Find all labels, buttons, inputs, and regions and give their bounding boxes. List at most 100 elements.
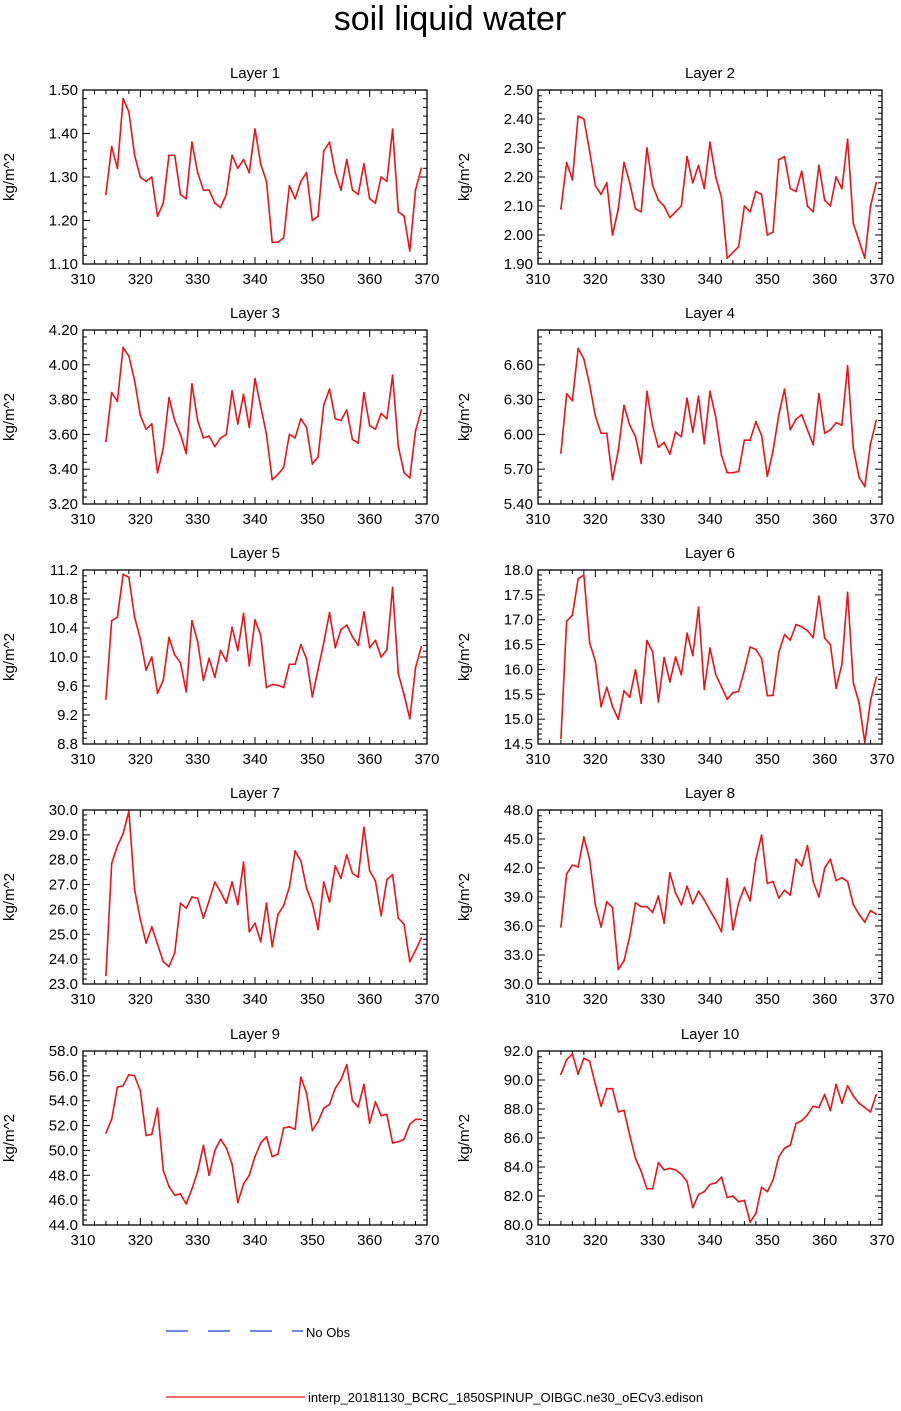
data-point (322, 641, 325, 644)
data-point (577, 578, 580, 580)
y-tick-label: 18.0 (504, 562, 533, 579)
data-point (265, 1135, 268, 1138)
x-tick-label: 310 (70, 271, 95, 288)
data-point (139, 176, 142, 178)
data-point (414, 949, 417, 952)
data-point (806, 205, 809, 207)
data-point (385, 648, 388, 651)
data-point (299, 417, 302, 420)
data-point (777, 1155, 780, 1158)
y-tick-label: 80.0 (504, 1217, 533, 1234)
data-point (374, 202, 377, 205)
data-point (322, 403, 325, 406)
data-point (863, 741, 866, 744)
data-point (334, 1087, 337, 1090)
y-tick-label: 3.20 (49, 496, 78, 513)
y-tick-label: 45.0 (504, 831, 533, 848)
data-point (743, 669, 746, 672)
x-tick-label: 320 (583, 271, 608, 288)
x-tick-label: 350 (300, 1232, 325, 1249)
data-point (156, 215, 159, 218)
data-point (726, 257, 729, 260)
data-point (846, 365, 849, 367)
data-point (634, 435, 637, 438)
data-point (265, 686, 268, 689)
y-tick-label: 9.6 (57, 678, 78, 695)
data-point (789, 639, 792, 641)
data-point (720, 1176, 723, 1179)
y-tick-label: 2.40 (504, 111, 533, 128)
data-point (835, 421, 838, 424)
data-point (162, 679, 165, 682)
data-point (789, 187, 792, 190)
data-point (800, 865, 803, 867)
data-point (196, 640, 199, 643)
data-point (565, 1058, 568, 1061)
plot-frame (537, 89, 883, 265)
panel-title: Layer 8 (685, 785, 735, 802)
plot-frame (82, 89, 428, 265)
data-point (783, 155, 786, 158)
data-point (208, 189, 211, 191)
data-point (651, 651, 654, 653)
data-point (663, 441, 666, 444)
data-point (403, 215, 405, 218)
data-point (605, 432, 608, 435)
data-point (317, 215, 319, 218)
data-point (565, 872, 568, 875)
x-tick-label: 330 (640, 511, 665, 528)
data-point (305, 171, 308, 174)
data-point (277, 1153, 279, 1156)
data-point (565, 161, 568, 164)
data-point (686, 1180, 688, 1183)
data-point (213, 445, 216, 448)
data-point (294, 436, 297, 439)
data-point (277, 473, 279, 476)
y-tick-label: 1.30 (49, 169, 78, 186)
data-point (420, 645, 423, 648)
y-tick-label: 88.0 (504, 1101, 533, 1118)
y-tick-label: 90.0 (504, 1072, 533, 1089)
y-tick-label: 50.0 (49, 1142, 78, 1159)
data-point (571, 614, 574, 617)
plot-frame (82, 809, 428, 985)
data-point (754, 648, 757, 651)
data-point (760, 1186, 763, 1189)
data-point (737, 470, 740, 473)
panel-2: Layer 2 kg/m^2 310 320 330 340 350 360 370 1.90 2.… (456, 65, 895, 288)
data-point (391, 374, 394, 377)
data-point (709, 141, 711, 144)
x-tick-label: 320 (583, 511, 608, 528)
x-tick-label: 320 (583, 751, 608, 768)
data-point (800, 625, 803, 628)
data-point (374, 879, 377, 882)
data-point (116, 1086, 119, 1088)
panel-8: Layer 8 kg/m^2 310 320 330 340 350 360 370 30.0 33… (456, 785, 895, 1008)
data-point (259, 163, 262, 165)
data-point (674, 431, 677, 433)
data-point (299, 643, 302, 646)
legend: No Obs interp_20181130_BCRC_1850SPINUP_O… (166, 1325, 703, 1405)
data-point (105, 193, 107, 196)
data-point (818, 896, 820, 898)
data-point (818, 1106, 820, 1109)
y-tick-label: 25.0 (49, 926, 78, 943)
data-point (213, 1149, 216, 1152)
y-tick-label: 2.30 (504, 140, 533, 157)
y-tick-label: 16.5 (504, 637, 533, 654)
data-point (242, 861, 245, 864)
y-tick-label: 27.0 (49, 877, 78, 894)
data-point (179, 902, 182, 905)
data-point (835, 687, 838, 690)
data-point (408, 250, 411, 252)
data-point (714, 673, 717, 676)
data-point (686, 155, 688, 158)
data-point (686, 397, 688, 400)
data-point (116, 616, 119, 619)
x-tick-label: 310 (525, 991, 550, 1008)
data-point (760, 434, 763, 437)
data-point (414, 189, 417, 191)
y-axis-label: kg/m^2 (1, 1114, 18, 1162)
data-point (242, 393, 245, 396)
x-tick-label: 330 (185, 1232, 210, 1249)
